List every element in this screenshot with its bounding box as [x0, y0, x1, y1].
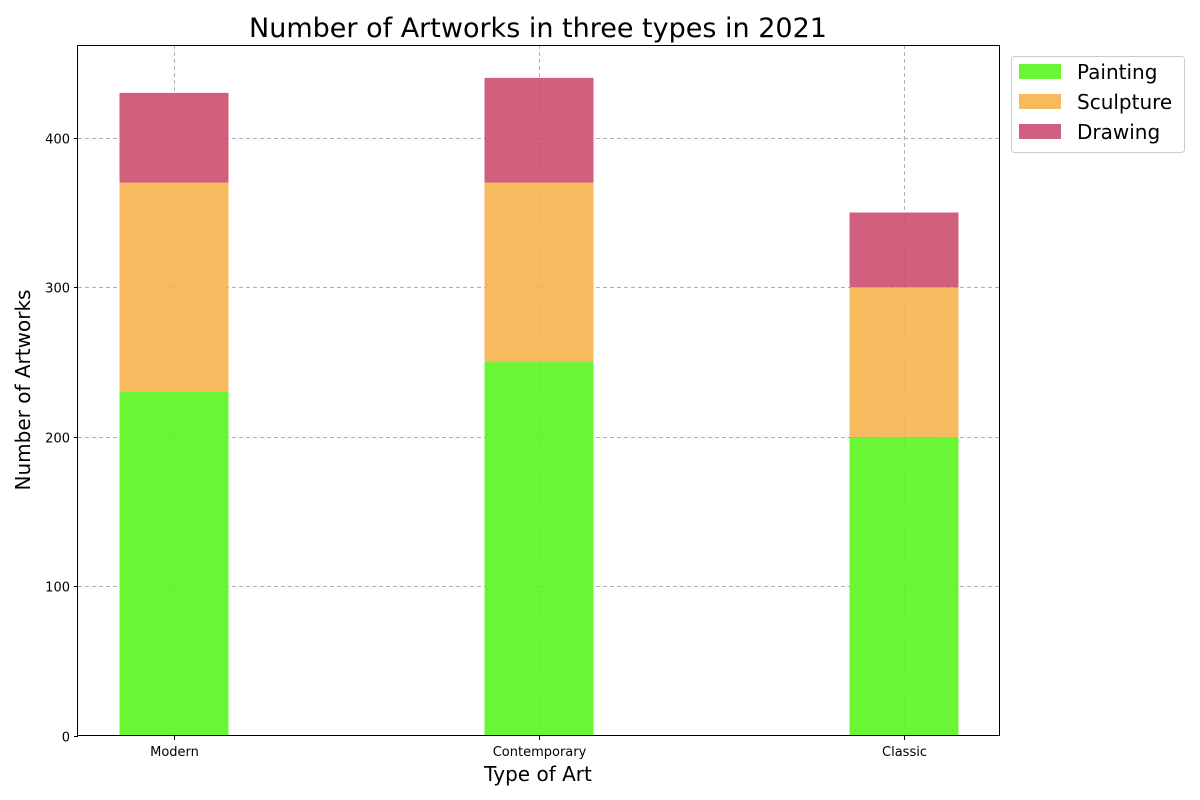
x-axis-label: Type of Art	[483, 762, 592, 786]
bar-sculpture-classic	[849, 287, 959, 437]
legend-swatch-drawing	[1019, 124, 1061, 139]
bar-painting-modern	[119, 391, 229, 736]
legend-label-drawing: Drawing	[1077, 120, 1160, 144]
x-tick-label: Classic	[882, 745, 927, 760]
y-tick-label: 400	[45, 133, 70, 148]
y-tick-label: 300	[45, 282, 70, 297]
bar-sculpture-modern	[119, 182, 229, 392]
y-axis-label: Number of Artworks	[11, 290, 35, 491]
bars	[119, 77, 959, 736]
bar-drawing-classic	[849, 212, 959, 288]
bar-painting-contemporary	[484, 362, 594, 736]
y-tick-label: 200	[45, 432, 70, 447]
bar-sculpture-contemporary	[484, 182, 594, 363]
x-tick-label: Modern	[150, 745, 199, 760]
y-tick-label: 0	[62, 731, 70, 746]
y-tick-label: 100	[45, 581, 70, 596]
bar-drawing-modern	[119, 92, 229, 183]
bar-painting-classic	[849, 436, 959, 736]
legend: Painting Sculpture Drawing	[1011, 56, 1185, 153]
chart-title: Number of Artworks in three types in 202…	[249, 13, 827, 44]
legend-label-painting: Painting	[1077, 60, 1157, 84]
ticks: 0 100 200 300 400 Modern Contemporary Classic	[45, 133, 927, 761]
x-tick-label: Contemporary	[493, 745, 587, 760]
bar-drawing-contemporary	[484, 77, 594, 183]
plot-frame	[77, 45, 1000, 736]
legend-swatch-painting	[1019, 64, 1061, 79]
legend-swatch-sculpture	[1019, 94, 1061, 109]
legend-label-sculpture: Sculpture	[1077, 90, 1172, 114]
